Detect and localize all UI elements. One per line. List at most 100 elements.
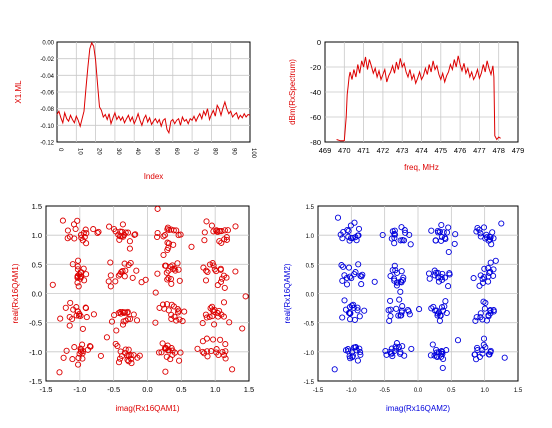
y-tick-label: -0.10 (40, 124, 54, 130)
data-point (105, 278, 112, 285)
data-point (163, 301, 171, 308)
y-tick-label: -1.0 (304, 351, 315, 357)
data-point (76, 350, 83, 357)
data-point (213, 227, 220, 234)
data-point (477, 233, 484, 240)
data-point (387, 297, 394, 304)
data-point (395, 312, 402, 319)
x-tick-label: 0.0 (414, 388, 423, 394)
data-point (115, 359, 123, 366)
data-point (154, 233, 161, 241)
data-point (121, 273, 128, 280)
data-point-outlier (242, 293, 249, 300)
data-point (440, 229, 447, 236)
data-point (124, 356, 131, 363)
x-tick-label: 100 (250, 148, 256, 159)
data-point (341, 272, 348, 279)
data-point (62, 304, 69, 311)
data-point (344, 226, 351, 234)
data-point (112, 228, 119, 235)
data-point (125, 261, 132, 269)
y-tick-label: -1.5 (304, 380, 315, 386)
data-point (492, 257, 499, 264)
data-point-outlier (56, 369, 63, 376)
data-point (473, 314, 480, 321)
data-point (90, 226, 97, 233)
data-point (169, 351, 176, 358)
data-point (217, 336, 224, 343)
data-point-outlier (59, 217, 66, 224)
data-point (477, 272, 484, 279)
data-point (112, 278, 119, 285)
data-point (78, 269, 85, 276)
x-tick-label: 473 (396, 146, 409, 155)
x-tick-label: 1.0 (210, 385, 220, 394)
x-tick-label: 0.0 (142, 385, 152, 394)
data-point (106, 223, 113, 230)
chart-rx1: 1.5 1.0 0.5 0.0 -0.5 -1.0 -1.5-1.5 -1.0 -0.5 0.0 0… (11, 202, 254, 413)
data-point (480, 224, 488, 231)
y-axis-label: X1.ML (14, 80, 23, 104)
data-point (124, 229, 132, 236)
data-point (82, 305, 90, 312)
data-point (170, 241, 177, 248)
data-point (426, 275, 433, 282)
y-tick-label: -80 (310, 138, 321, 147)
y-tick-label: -0.08 (40, 107, 54, 113)
data-point (83, 230, 90, 237)
data-point (155, 349, 163, 356)
data-point (138, 279, 145, 286)
data-point (389, 353, 396, 360)
data-point (438, 274, 445, 281)
data-point (95, 228, 102, 235)
data-point (161, 345, 169, 352)
x-tick-label: 90 (231, 148, 237, 155)
data-point (164, 246, 171, 254)
y-tick-label: -0.5 (304, 322, 315, 328)
data-point (489, 229, 496, 236)
data-point (119, 309, 126, 316)
data-point (152, 289, 159, 296)
data-point (217, 265, 224, 272)
data-point (215, 313, 222, 320)
data-point-outlier (229, 366, 236, 373)
data-point (399, 303, 406, 310)
data-point (353, 347, 360, 354)
data-point (161, 232, 168, 239)
x-tick-label: -1.5 (40, 385, 53, 394)
data-point (175, 232, 182, 239)
data-point (170, 303, 177, 310)
data-point (67, 299, 74, 306)
data-point (345, 264, 353, 271)
data-point (349, 354, 356, 361)
data-point (203, 314, 210, 321)
data-point (406, 311, 413, 318)
x-tick-label: 30 (115, 148, 121, 155)
data-point (388, 235, 395, 242)
data-point (354, 232, 361, 239)
data-point-outlier (239, 325, 246, 332)
x-tick-label: 479 (512, 146, 525, 155)
data-point (342, 306, 350, 313)
y-tick-label: 0.00 (42, 41, 54, 47)
data-point (385, 307, 392, 314)
data-point (208, 222, 215, 229)
data-point (481, 274, 488, 281)
data-point (471, 351, 478, 358)
data-point (168, 311, 175, 318)
data-point (164, 276, 171, 283)
data-point (69, 261, 76, 268)
data-point (445, 283, 452, 290)
data-point (154, 229, 161, 237)
data-point (204, 353, 211, 360)
data-point (79, 325, 86, 332)
y-tick-label: 1.5 (306, 205, 315, 211)
data-point (400, 274, 407, 281)
data-point-outlier (103, 334, 110, 341)
data-point (397, 288, 404, 295)
data-point (488, 241, 495, 248)
data-point (122, 346, 129, 353)
data-point (94, 229, 101, 237)
data-point (357, 351, 364, 358)
